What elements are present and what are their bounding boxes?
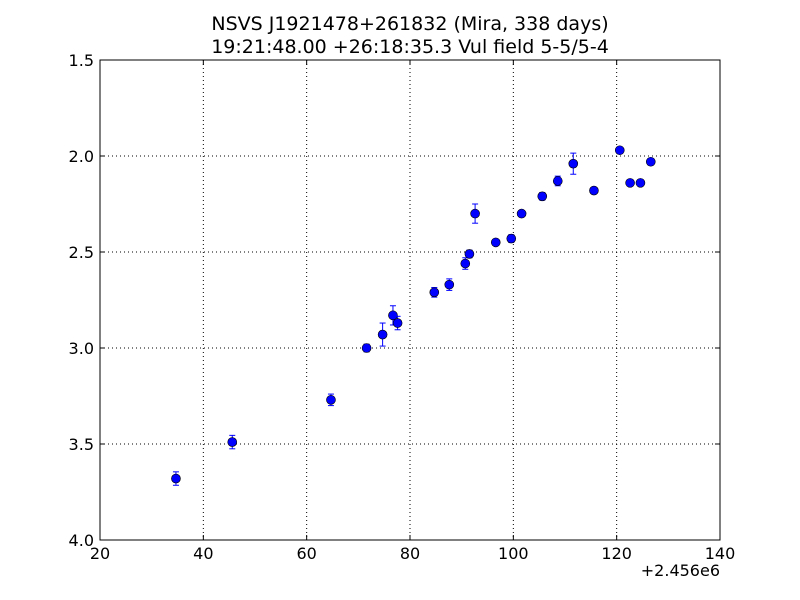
data-point: [388, 310, 398, 321]
y-tick-label: 4.0: [69, 531, 94, 550]
data-point: [537, 191, 548, 202]
data-point: [516, 208, 527, 219]
x-tick-label: 80: [400, 544, 420, 563]
data-point: [568, 158, 579, 169]
data-point: [429, 287, 440, 298]
x-tick-label: 60: [296, 544, 316, 563]
y-tick-label: 2.5: [69, 243, 94, 262]
y-tick-label: 2.0: [69, 147, 94, 166]
data-point: [614, 145, 625, 156]
x-tick-labels: 20 40 60 80 100 120 140: [90, 544, 735, 563]
data-point: [552, 176, 563, 186]
data-point: [506, 233, 517, 244]
data-points: [171, 145, 656, 486]
y-tick-label: 1.5: [69, 51, 94, 70]
chart-title: NSVS J1921478+261832 (Mira, 338 days): [211, 13, 608, 35]
axis-ticks: [99, 59, 721, 541]
x-tick-label: 140: [705, 544, 736, 563]
data-point: [171, 473, 181, 484]
x-tick-label: 40: [193, 544, 213, 563]
data-point: [377, 329, 388, 340]
data-point: [464, 249, 475, 259]
data-point: [589, 185, 599, 196]
x-tick-label: 120: [601, 544, 632, 563]
data-point: [227, 437, 238, 447]
data-point: [460, 258, 471, 269]
data-point: [645, 156, 656, 167]
data-point: [635, 178, 646, 188]
grid-lines: [100, 60, 720, 540]
data-point: [625, 178, 635, 188]
y-tick-labels: 1.5 2.0 2.5 3.0 3.5 4.0: [69, 51, 94, 550]
data-point: [444, 279, 455, 290]
x-offset-label: +2.456e6: [641, 561, 720, 580]
x-tick-label: 20: [90, 544, 110, 563]
y-tick-label: 3.0: [69, 339, 94, 358]
y-tick-label: 3.5: [69, 435, 94, 454]
data-point: [490, 237, 501, 248]
data-point: [326, 395, 336, 405]
data-point: [392, 318, 403, 328]
chart-subtitle: 19:21:48.00 +26:18:35.3 Vul field 5-5/5-…: [211, 36, 609, 58]
x-tick-label: 100: [498, 544, 529, 563]
data-point: [361, 343, 372, 353]
data-point: [470, 208, 480, 219]
